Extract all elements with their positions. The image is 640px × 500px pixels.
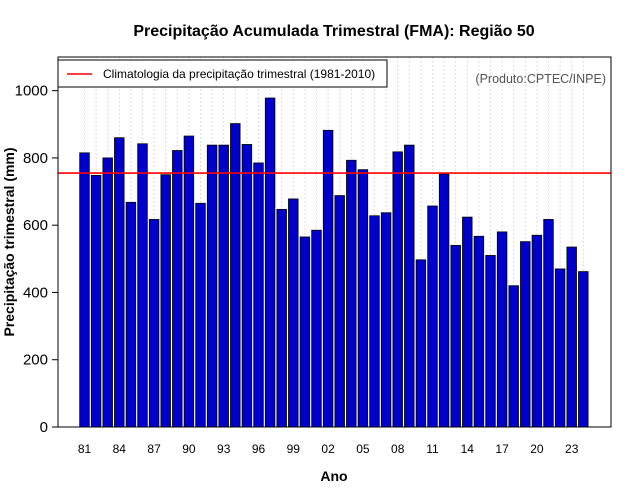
bar-2022: [554, 268, 566, 428]
bar-2016: [485, 255, 496, 428]
bar-2008: [392, 151, 403, 428]
bar-1996: [253, 162, 264, 428]
bar-2023: [566, 246, 577, 428]
bar-2004: [346, 159, 357, 428]
x-tick-label: 99: [287, 442, 301, 456]
bar-2012: [438, 173, 450, 428]
y-tick-label: 200: [23, 352, 48, 369]
bar-2006: [369, 215, 380, 428]
bar-2017: [496, 231, 508, 428]
x-axis-title: Ano: [320, 468, 347, 484]
x-tick-label: 14: [461, 442, 475, 456]
bar-2011: [427, 205, 438, 428]
x-tick-label: 87: [147, 442, 161, 456]
bar-1982: [90, 174, 102, 428]
y-axis: 0 200 400 600 800 1000: [15, 83, 58, 436]
bar-2024: [578, 271, 589, 428]
x-tick-label: 20: [530, 442, 544, 456]
grid-lines: [84, 57, 584, 427]
bar-1983: [102, 157, 113, 428]
bar-2002: [322, 129, 334, 428]
bar-2009: [404, 144, 415, 428]
y-tick-label: 800: [23, 150, 48, 167]
x-tick-label: 08: [391, 442, 405, 456]
y-tick-label: 600: [23, 217, 48, 234]
bar-2013: [450, 244, 461, 428]
legend: Climatologia da precipitação trimestral …: [57, 59, 388, 88]
bar-1995: [241, 144, 253, 428]
bar-2001: [311, 229, 322, 428]
y-tick-label: 0: [40, 419, 48, 436]
bar-1985: [125, 201, 137, 428]
x-tick-label: 02: [321, 442, 335, 456]
credit-text: (Produto:CPTEC/INPE): [475, 72, 606, 86]
bar-1998: [276, 208, 287, 428]
y-tick-label: 400: [23, 284, 48, 301]
x-axis: 81 84 87 90 93 96 99 02 05 08 11 14 17 20 23: [78, 442, 579, 456]
x-tick-label: 23: [565, 442, 579, 456]
x-tick-label: 05: [356, 442, 370, 456]
bar-1988: [160, 174, 171, 428]
bar-2000: [299, 236, 311, 428]
x-tick-label: 81: [78, 442, 92, 456]
bar-2010: [415, 259, 427, 428]
bar-1981: [79, 152, 90, 428]
x-tick-label: 93: [217, 442, 231, 456]
x-tick-label: 84: [113, 442, 127, 456]
bar-2020: [531, 234, 543, 428]
bar-1992: [206, 144, 218, 428]
x-tick-label: 96: [252, 442, 266, 456]
legend-box: [57, 59, 388, 88]
bars: [79, 97, 589, 428]
bar-2018: [508, 285, 519, 428]
y-tick-label: 1000: [15, 83, 48, 100]
bar-1991: [195, 202, 206, 428]
plot-frame: [57, 56, 612, 428]
legend-label: Climatologia da precipitação trimestral …: [103, 67, 375, 81]
bar-2007: [380, 212, 392, 428]
x-tick-label: 11: [426, 442, 439, 456]
x-tick-label: 90: [182, 442, 196, 456]
bar-2019: [520, 241, 531, 428]
bar-1984: [114, 137, 125, 428]
bar-2014: [462, 216, 473, 428]
bar-2015: [473, 235, 485, 428]
bar-1989: [172, 150, 183, 428]
chart-title: Precipitação Acumulada Trimestral (FMA):…: [133, 23, 534, 40]
y-axis-title: Precipitação trimestral (mm): [1, 147, 17, 336]
bar-1986: [137, 143, 148, 428]
bar-2005: [357, 169, 369, 428]
bar-1990: [183, 135, 195, 428]
x-tick-label: 17: [495, 442, 509, 456]
bar-1994: [230, 123, 241, 428]
bar-1993: [218, 144, 229, 428]
bar-1997: [264, 97, 276, 428]
bar-1999: [288, 198, 299, 428]
bar-2021: [543, 219, 554, 428]
bar-1987: [148, 219, 160, 428]
bar-2003: [334, 195, 345, 428]
